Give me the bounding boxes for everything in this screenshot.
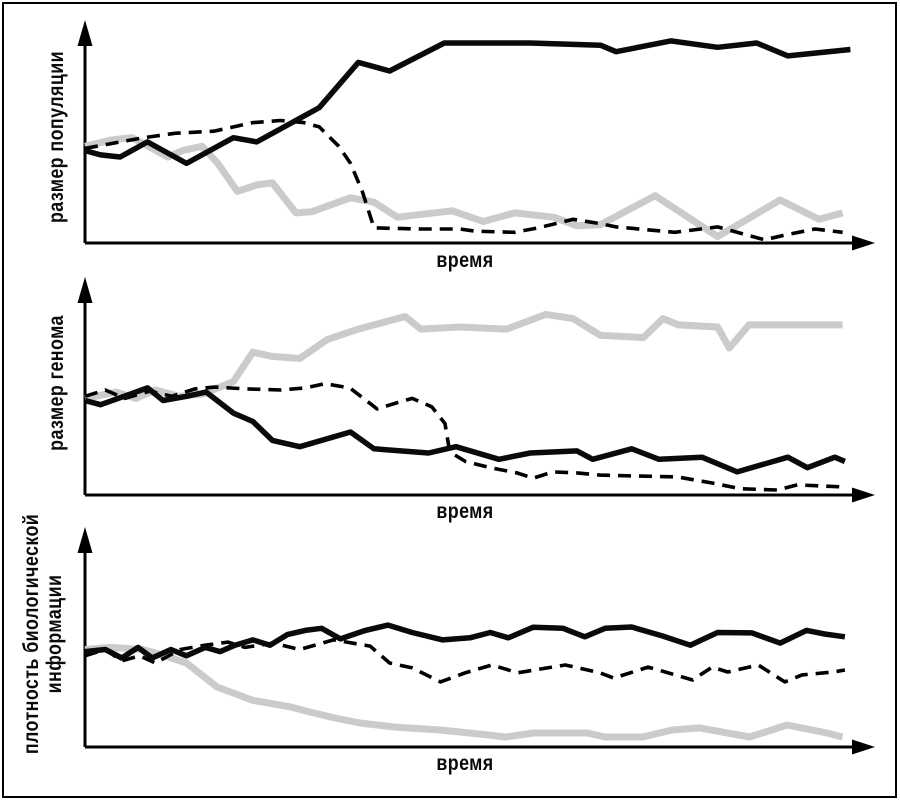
panel-1-x-axis-arrowhead xyxy=(852,235,875,251)
panel-2-black-dashed-line xyxy=(84,381,845,492)
panel-2-black-solid-thick-line xyxy=(84,385,846,475)
panel-2-gray-solid-line xyxy=(84,310,843,402)
panel-3-black-solid-thick-line xyxy=(84,622,846,661)
panel1-x-axis-label: время xyxy=(436,249,494,272)
panel3-y-axis-label: плотность биологической информации xyxy=(20,514,66,754)
panel-3-gray-solid-line xyxy=(84,643,844,741)
panel-2 xyxy=(77,277,875,503)
panel-2-x-axis-arrowhead xyxy=(852,487,875,503)
panel2-y-axis-label: размер генома xyxy=(45,315,68,451)
panel-3-black-dashed-line xyxy=(84,638,846,684)
panel-3-x-axis-arrowhead xyxy=(852,739,875,755)
panel1-y-axis-label: размер популяции xyxy=(45,50,68,224)
panel-3 xyxy=(77,527,875,755)
panel-1 xyxy=(77,20,875,251)
panel-1-black-solid-thick-line xyxy=(84,38,851,167)
panel2-x-axis-label: время xyxy=(436,500,494,523)
panel-2-y-axis-arrowhead xyxy=(77,277,93,303)
panel3-y-axis-label-line1: плотность биологической xyxy=(20,513,43,755)
panel-3-y-axis-arrowhead xyxy=(77,527,93,553)
panel-1-gray-solid-line xyxy=(84,134,844,241)
panel3-y-axis-label-line2: информации xyxy=(43,574,66,694)
panel-1-black-dashed-line xyxy=(84,118,843,242)
panel-1-y-axis-arrowhead xyxy=(77,20,93,46)
panel3-x-axis-label: время xyxy=(436,752,494,775)
